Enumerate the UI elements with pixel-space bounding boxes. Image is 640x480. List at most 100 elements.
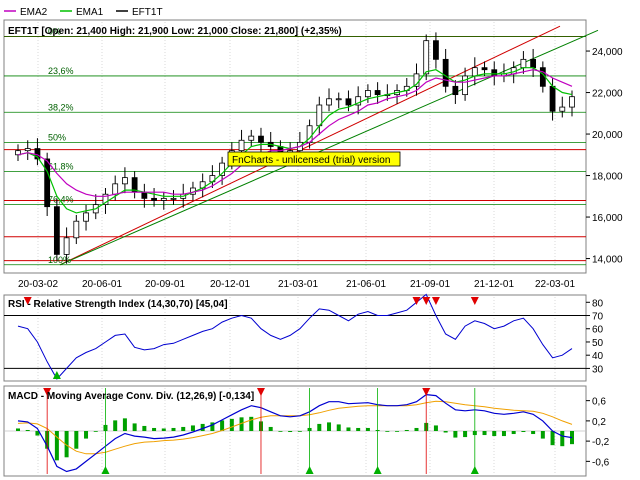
macd-hist-bar-53: [531, 431, 536, 435]
rsi-sell-marker-1: [412, 297, 421, 305]
price-series: [15, 32, 575, 264]
rsi-y-label-0: 80: [592, 298, 604, 309]
macd-hist-bar-46: [463, 431, 468, 438]
candle-body-48: [481, 67, 488, 71]
x-tick-label-2: 20-09-01: [145, 279, 185, 290]
macd-hist-bar-24: [249, 416, 254, 431]
candle-body-33: [335, 98, 342, 101]
macd-panel[interactable]: MACD - Moving Average Conv. Div. (12,26,…: [3, 385, 610, 477]
macd-sell-marker-0: [43, 388, 52, 396]
x-tick-label-0: 20-03-02: [18, 279, 58, 290]
macd-series: [4, 388, 586, 474]
candle-body-15: [160, 197, 167, 201]
fib-label-5: 76,4%: [48, 195, 74, 205]
macd-hist-bar-54: [540, 431, 545, 439]
macd-hist-bar-40: [404, 429, 409, 431]
x-tick-label-5: 21-06-01: [346, 279, 386, 290]
macd-hist-bar-8: [93, 431, 98, 432]
macd-hist-bar-34: [346, 427, 351, 431]
macd-hist-bar-32: [327, 422, 332, 431]
x-tick-label-1: 20-06-01: [82, 279, 122, 290]
trendline-green: [59, 29, 599, 266]
candle-body-5: [63, 237, 70, 255]
ema2-line: [17, 69, 573, 197]
candle-body-31: [316, 104, 323, 127]
rsi-buy-marker-0: [52, 371, 61, 379]
price-panel[interactable]: 0% 23,6% 38,2% 50% 61,8% 76,4% 100% EFT1T [Ope…: [3, 19, 623, 290]
price-y-axis: 24,000 22,000 20,000 18,000 16,000 14,000: [586, 47, 623, 266]
macd-hist-bar-50: [501, 431, 506, 437]
price-panel-title: EFT1T [Open: 21,400 High: 21,900 Low: 21…: [8, 26, 342, 37]
candle-body-56: [559, 106, 566, 112]
legend-label-2: EFT1T: [132, 7, 163, 18]
macd-hist-bar-39: [395, 431, 400, 432]
price-y-label-2: 20,000: [592, 130, 623, 141]
macd-hist-bar-31: [317, 423, 322, 431]
macd-hist-bar-51: [511, 431, 516, 435]
candle-body-21: [219, 162, 226, 176]
macd-buy-marker-0: [101, 466, 110, 474]
macd-hist-bar-22: [229, 418, 234, 431]
rsi-sell-marker-0: [23, 297, 32, 305]
candle-body-24: [248, 135, 255, 141]
fib-label-3: 50%: [48, 132, 66, 142]
macd-hist-bar-4: [54, 431, 59, 461]
x-tick-label-6: 21-09-01: [410, 279, 450, 290]
candle-body-52: [520, 58, 527, 69]
watermark-text: FnCharts - unlicensed (trial) version: [232, 155, 390, 166]
macd-buy-marker-3: [470, 466, 479, 474]
rsi-series: [4, 293, 586, 380]
price-y-label-5: 14,000: [592, 255, 623, 266]
candle-body-36: [364, 90, 371, 98]
fib-label-1: 23,6%: [48, 66, 74, 76]
candle-body-47: [471, 67, 478, 77]
rsi-y-label-3: 50: [592, 338, 604, 349]
candle-body-1: [24, 148, 31, 152]
rsi-sell-marker-3: [431, 297, 440, 305]
x-tick-label-8: 22-03-01: [535, 279, 575, 290]
candle-body-53: [530, 58, 537, 69]
macd-hist-bar-33: [336, 424, 341, 431]
macd-hist-bar-2: [35, 431, 40, 436]
candle-body-14: [151, 197, 157, 201]
candle-body-41: [413, 73, 420, 87]
candle-body-34: [345, 98, 352, 106]
macd-hist-bar-17: [181, 426, 186, 431]
fib-label-2: 38,2%: [48, 102, 74, 112]
macd-hist-bar-56: [560, 431, 565, 447]
candle-body-7: [83, 212, 89, 222]
macd-hist-bar-12: [132, 423, 137, 431]
macd-hist-bar-35: [356, 427, 361, 431]
rsi-y-label-1: 70: [592, 312, 604, 323]
macd-hist-bar-15: [161, 428, 166, 431]
rsi-y-axis: 80 70 60 50 40 30: [586, 298, 604, 375]
rsi-sell-marker-2: [422, 297, 431, 305]
candle-body-37: [374, 90, 381, 96]
macd-hist-bar-14: [152, 427, 157, 431]
legend-label-0: EMA2: [20, 7, 48, 18]
rsi-panel[interactable]: RSI - Relative Strength Index (14,30,70)…: [3, 293, 604, 382]
macd-y-label-2: -0,2: [592, 437, 610, 448]
x-tick-label-3: 20-12-01: [210, 279, 250, 290]
candle-body-9: [102, 193, 109, 206]
candle-body-45: [452, 85, 459, 96]
macd-line: [17, 393, 573, 473]
macd-hist-bar-6: [74, 431, 79, 449]
macd-hist-bar-10: [113, 420, 118, 431]
macd-hist-bar-48: [482, 431, 487, 436]
price-y-label-0: 24,000: [592, 47, 623, 58]
macd-y-axis: 0,6 0,2 -0,2 -0,6: [586, 397, 610, 468]
candle-body-3: [44, 158, 51, 208]
macd-hist-bar-23: [239, 417, 244, 431]
macd-hist-bar-0: [16, 428, 20, 431]
rsi-line: [17, 293, 573, 380]
macd-buy-marker-1: [305, 466, 314, 474]
rsi-panel-title: RSI - Relative Strength Index (14,30,70)…: [8, 299, 228, 310]
rsi-sell-marker-4: [470, 297, 479, 305]
macd-hist-bar-26: [268, 426, 273, 431]
candle-body-44: [442, 58, 449, 87]
macd-hist-bar-28: [288, 431, 293, 433]
macd-hist-bar-13: [142, 425, 147, 431]
price-y-label-3: 18,000: [592, 172, 623, 183]
